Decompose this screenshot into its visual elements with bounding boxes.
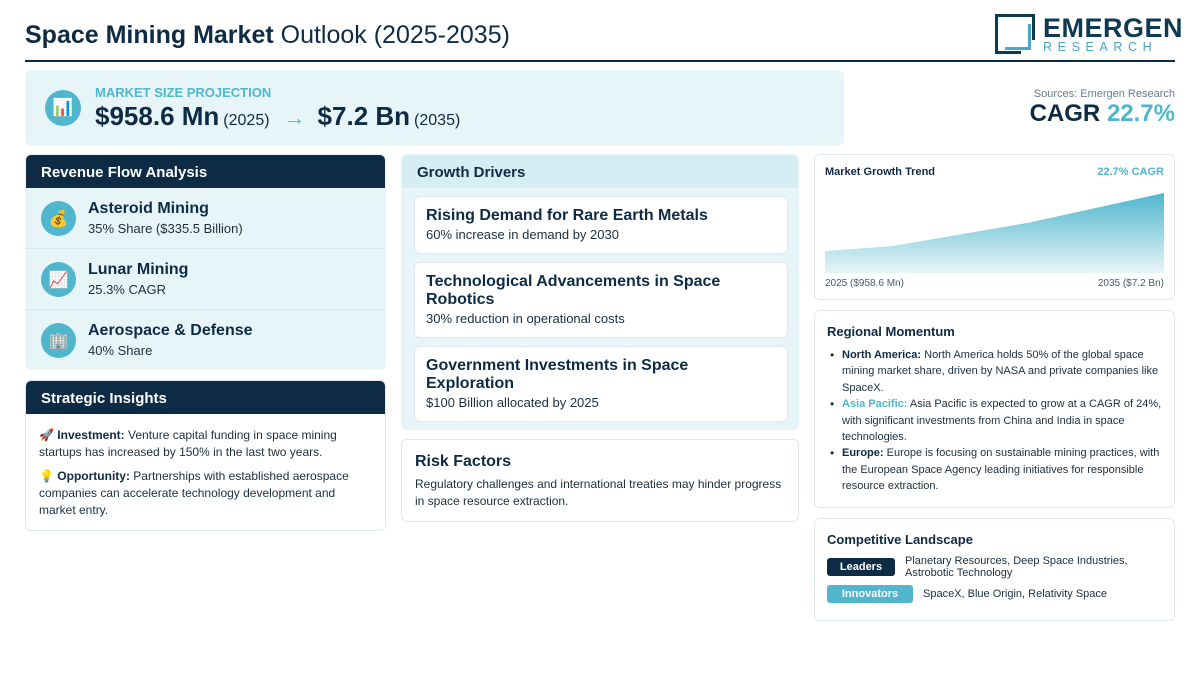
cagr-value: 22.7%: [1106, 100, 1175, 127]
insight-label: Investment:: [57, 428, 125, 442]
growth-drivers-title: Growth Drivers: [402, 155, 798, 188]
logo-sub-text: RESEARCH: [1043, 40, 1158, 54]
market-size-values: $958.6 Mn (2025) → $7.2 Bn (2035): [95, 101, 460, 132]
insight-text: Partnerships with established aerospace …: [39, 469, 349, 517]
market-start-value: $958.6 Mn: [95, 101, 220, 131]
risk-factors-text: Regulatory challenges and international …: [415, 477, 782, 508]
region-north-america: North America: North America holds 50% o…: [830, 347, 1167, 396]
sources-text: Sources: Emergen Research: [1033, 88, 1175, 100]
growth-drivers-card: Growth Drivers Rising Demand for Rare Ea…: [401, 154, 799, 430]
revenue-item-title: Aerospace & Defense: [88, 322, 253, 339]
market-growth-trend-card: Market Growth Trend 22.7% CAGR 2025 ($95…: [814, 154, 1175, 300]
page-title-bold: Space Mining Market: [25, 21, 274, 49]
emergen-research-logo: EMERGEN RESEARCH: [995, 14, 1183, 56]
building-icon: 🏢: [41, 323, 76, 358]
revenue-item-title: Lunar Mining: [88, 261, 189, 278]
driver-subtitle: $100 Billion allocated by 2025: [426, 395, 599, 410]
risk-factors-title: Risk Factors: [415, 453, 512, 470]
driver-government-investments: Government Investments in Space Explorat…: [414, 346, 788, 422]
revenue-item-subtitle: 40% Share: [88, 343, 153, 358]
growth-area-chart: [825, 193, 1164, 273]
bar-chart-icon: 📊: [45, 90, 81, 126]
driver-subtitle: 30% reduction in operational costs: [426, 311, 625, 326]
cagr-label: CAGR: [1029, 100, 1101, 127]
driver-title: Government Investments in Space Explorat…: [426, 357, 689, 392]
revenue-item-lunar-mining: 📈 Lunar Mining 25.3% CAGR: [26, 249, 385, 310]
region-text: Europe is focusing on sustainable mining…: [842, 447, 1160, 493]
money-bag-icon: 💰: [41, 201, 76, 236]
revenue-item-title: Asteroid Mining: [88, 200, 209, 217]
page-header: Space Mining Market Outlook (2025-2035) …: [25, 0, 1183, 62]
competitive-landscape-card: Competitive Landscape Leaders Planetary …: [814, 518, 1175, 621]
trend-start-label: 2025 ($958.6 Mn): [825, 278, 904, 289]
driver-subtitle: 60% increase in demand by 2030: [426, 227, 619, 242]
revenue-flow-card: Revenue Flow Analysis 💰 Asteroid Mining …: [25, 154, 386, 370]
revenue-item-subtitle: 25.3% CAGR: [88, 282, 167, 297]
logo-main-text: EMERGEN: [1043, 13, 1184, 43]
insight-opportunity: 💡 Opportunity: Partnerships with establi…: [39, 468, 372, 519]
driver-title: Rising Demand for Rare Earth Metals: [426, 207, 708, 224]
regional-momentum-card: Regional Momentum North America: North A…: [814, 310, 1175, 508]
insight-text: Venture capital funding in space mining …: [39, 428, 337, 459]
risk-factors-card: Risk Factors Regulatory challenges and i…: [401, 439, 799, 522]
growth-area-series: [825, 193, 1164, 273]
driver-space-robotics: Technological Advancements in Space Robo…: [414, 262, 788, 338]
region-name: Europe:: [842, 447, 884, 460]
regional-list: North America: North America holds 50% o…: [830, 347, 1167, 495]
trend-cagr: 22.7% CAGR: [1097, 166, 1164, 178]
lightbulb-icon: 💡: [39, 469, 54, 483]
competitive-landscape-title: Competitive Landscape: [827, 532, 973, 547]
driver-title: Technological Advancements in Space Robo…: [426, 273, 721, 308]
leaders-list: Planetary Resources, Deep Space Industri…: [905, 555, 1128, 579]
region-name: North America:: [842, 349, 922, 361]
logo-mark-accent: [1005, 24, 1031, 50]
market-size-label: MARKET SIZE PROJECTION: [95, 85, 272, 100]
innovators-badge: Innovators: [827, 585, 913, 603]
leaders-badge: Leaders: [827, 558, 895, 576]
trend-end-label: 2035 ($7.2 Bn): [1097, 278, 1164, 289]
strategic-insights-body: 🚀 Investment: Venture capital funding in…: [26, 414, 385, 519]
market-start-year: (2025): [223, 112, 270, 129]
page-title: Space Mining Market Outlook (2025-2035): [25, 21, 510, 50]
revenue-item-asteroid-mining: 💰 Asteroid Mining 35% Share ($335.5 Bill…: [26, 188, 385, 249]
trend-chart-icon: 📈: [41, 262, 76, 297]
insight-investment: 🚀 Investment: Venture capital funding in…: [39, 427, 372, 461]
revenue-item-aerospace-defense: 🏢 Aerospace & Defense 40% Share: [26, 310, 385, 369]
innovators-list: SpaceX, Blue Origin, Relativity Space: [923, 588, 1108, 600]
market-end-value: $7.2 Bn: [317, 101, 411, 131]
market-size-panel: 📊 MARKET SIZE PROJECTION $958.6 Mn (2025)…: [25, 70, 844, 146]
driver-rare-earth-metals: Rising Demand for Rare Earth Metals 60% …: [414, 196, 788, 254]
cagr-summary: CAGR 22.7%: [1030, 100, 1175, 128]
regional-momentum-title: Regional Momentum: [827, 324, 955, 339]
region-name: Asia Pacific:: [842, 398, 908, 411]
region-text: North America holds 50% of the global sp…: [842, 349, 1159, 394]
region-europe: Europe: Europe is focusing on sustainabl…: [830, 445, 1167, 494]
strategic-insights-title: Strategic Insights: [26, 381, 385, 414]
region-asia-pacific: Asia Pacific: Asia Pacific is expected t…: [830, 396, 1167, 445]
revenue-flow-title: Revenue Flow Analysis: [26, 155, 385, 188]
strategic-insights-card: Strategic Insights 🚀 Investment: Venture…: [25, 380, 386, 531]
revenue-item-subtitle: 35% Share ($335.5 Billion): [88, 221, 243, 236]
market-end-year: (2035): [414, 112, 461, 129]
rocket-icon: 🚀: [39, 428, 54, 442]
arrow-right-icon: →: [283, 105, 306, 130]
trend-title: Market Growth Trend: [825, 166, 936, 178]
page-title-rest: Outlook (2025-2035): [280, 21, 510, 49]
region-text: Asia Pacific is expected to grow at a CA…: [842, 398, 1162, 444]
insight-label: Opportunity:: [57, 469, 130, 483]
